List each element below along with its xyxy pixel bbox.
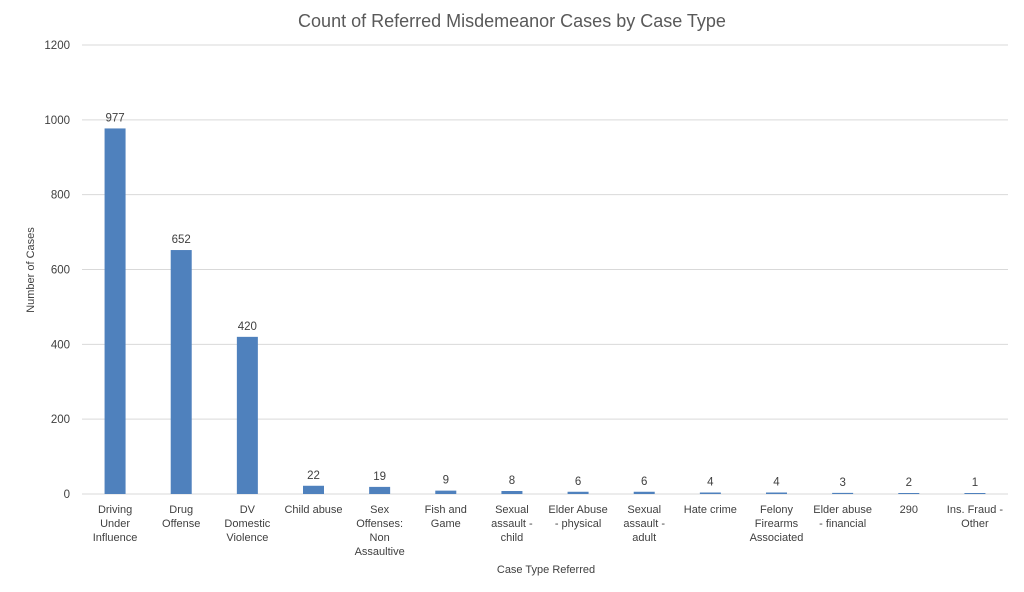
x-category-line: Child abuse	[284, 504, 342, 516]
data-label: 4	[773, 477, 780, 489]
x-category-line: assault -	[623, 518, 665, 530]
x-category-line: - physical	[555, 518, 601, 530]
x-category-label: Driving Under Influence	[93, 504, 138, 544]
data-label: 977	[105, 112, 124, 124]
x-category-line: child	[501, 532, 524, 544]
data-label: 6	[641, 476, 647, 488]
x-category-line: Fish and	[425, 504, 467, 516]
x-category-line: Hate crime	[684, 504, 737, 516]
x-category-label: Sexual assault - adult	[623, 504, 665, 544]
bar-12	[898, 493, 920, 494]
data-label: 8	[509, 475, 515, 487]
data-label: 420	[238, 321, 257, 333]
x-category-line: DV	[240, 504, 256, 516]
x-category-line: Elder Abuse	[548, 504, 607, 516]
x-category-line: Other	[961, 518, 989, 530]
x-category-label: Fish and Game	[425, 504, 467, 530]
bar-6	[501, 491, 523, 494]
bar-9	[699, 492, 721, 494]
y-tick-label: 1200	[44, 40, 70, 52]
x-category-line: Sexual	[627, 504, 661, 516]
y-axis-ticks: 0 200 400 600 800 1000 1200	[44, 40, 70, 501]
x-category-line: Offenses:	[356, 518, 403, 530]
bar-3	[303, 485, 324, 494]
data-label: 19	[373, 471, 386, 483]
x-axis-categories: Driving Under Influence Drug Offense DV Domest…	[93, 504, 1004, 558]
bar-1	[170, 250, 192, 494]
bar-11	[832, 492, 854, 494]
x-category-line: Game	[431, 518, 461, 530]
x-category-line: Sex	[370, 504, 389, 516]
bar-5	[435, 490, 457, 494]
bar-4	[369, 486, 391, 494]
bar-10	[766, 492, 787, 494]
x-category-label: Sex Offenses: Non Assaultive	[355, 504, 405, 558]
bars	[104, 128, 986, 495]
x-category-label: Felony Firearms Associated	[750, 504, 804, 544]
x-category-line: assault -	[491, 518, 533, 530]
x-category-line: Offense	[162, 518, 200, 530]
bar-8	[633, 491, 655, 494]
x-category-line: - financial	[819, 518, 866, 530]
y-tick-label: 600	[51, 265, 70, 277]
y-tick-label: 1000	[44, 115, 70, 127]
x-category-line: Domestic	[224, 518, 270, 530]
y-axis-title: Number of Cases	[25, 227, 37, 313]
x-category-label: DV Domestic Violence	[224, 504, 270, 544]
x-category-label: Hate crime	[684, 504, 737, 516]
x-category-label: Child abuse	[284, 504, 342, 516]
x-category-line: Ins. Fraud -	[947, 504, 1004, 516]
x-category-line: Under	[100, 518, 130, 530]
x-category-line: Assaultive	[355, 546, 405, 558]
chart-title: Count of Referred Misdemeanor Cases by C…	[298, 11, 726, 31]
data-label: 4	[707, 477, 714, 489]
y-tick-label: 400	[51, 339, 70, 351]
data-label: 9	[443, 475, 449, 487]
data-labels: 977 652 420 22 19 9 8 6 6 4 4 3 2 1	[105, 112, 978, 489]
y-tick-label: 0	[64, 489, 70, 501]
x-category-label: Elder abuse - financial	[813, 504, 872, 530]
x-category-line: Elder abuse	[813, 504, 872, 516]
bar-13	[964, 493, 986, 494]
x-category-line: Felony	[760, 504, 794, 516]
x-category-line: Influence	[93, 532, 138, 544]
gridlines	[82, 44, 1008, 495]
x-category-label: Ins. Fraud - Other	[947, 504, 1004, 530]
x-category-label: Drug Offense	[162, 504, 200, 530]
x-category-label: Elder Abuse - physical	[548, 504, 607, 530]
x-category-line: 290	[900, 504, 918, 516]
x-category-line: Non	[370, 532, 390, 544]
data-label: 6	[575, 476, 581, 488]
x-category-label: 290	[900, 504, 918, 516]
y-tick-label: 200	[51, 414, 70, 426]
data-label: 652	[172, 234, 191, 246]
x-category-label: Sexual assault - child	[491, 504, 533, 544]
x-category-line: Firearms	[755, 518, 799, 530]
x-category-line: Violence	[226, 532, 268, 544]
x-category-line: Drug	[169, 504, 193, 516]
data-label: 3	[839, 477, 845, 489]
bar-7	[567, 491, 589, 494]
x-category-line: Sexual	[495, 504, 529, 516]
data-label: 1	[972, 477, 978, 489]
data-label: 2	[906, 477, 912, 489]
x-axis-title: Case Type Referred	[497, 564, 595, 576]
bar-2	[236, 336, 258, 494]
x-category-line: adult	[632, 532, 656, 544]
x-category-line: Driving	[98, 504, 132, 516]
y-tick-label: 800	[51, 190, 70, 202]
bar-0	[104, 128, 126, 495]
data-label: 22	[307, 470, 320, 482]
x-category-line: Associated	[750, 532, 804, 544]
